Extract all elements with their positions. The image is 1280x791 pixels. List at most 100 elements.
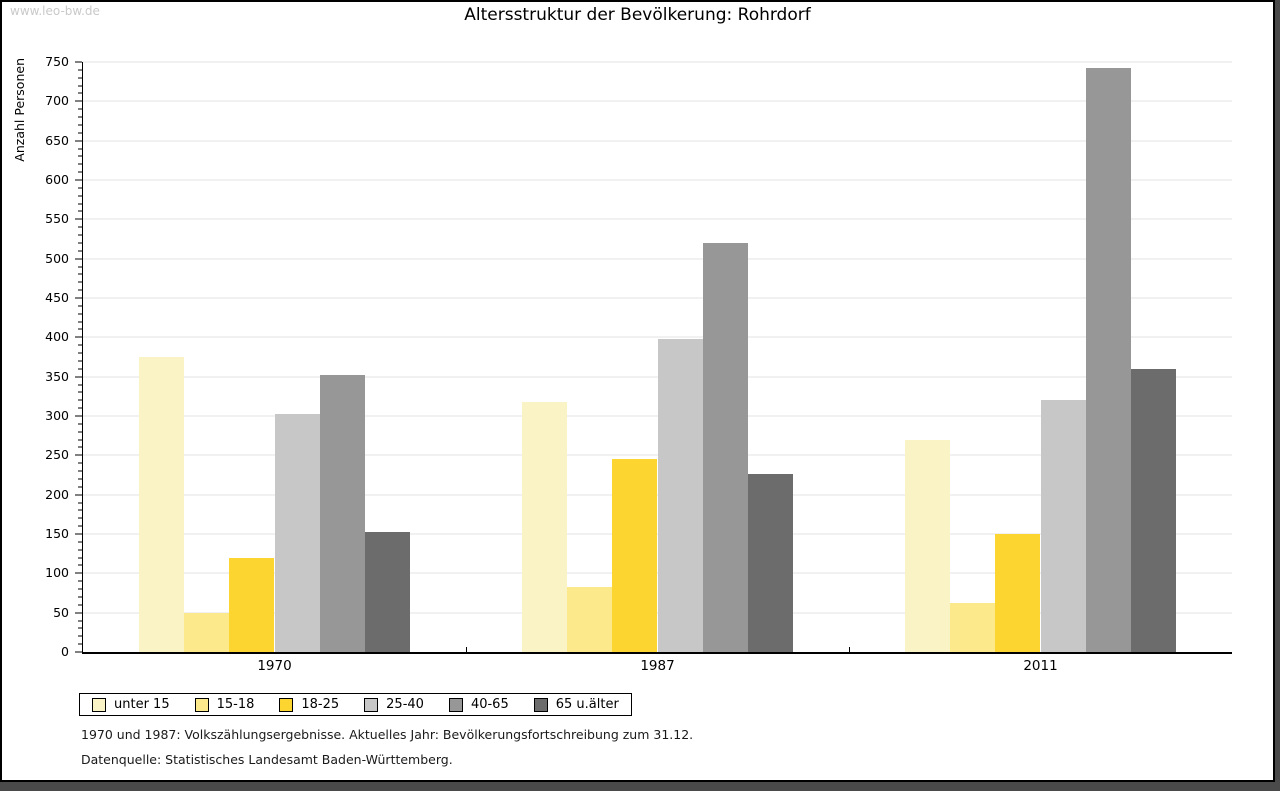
y-minor-tick xyxy=(78,557,82,559)
plot-area: 0 50 100 150 200 250 300 350 400 450 500 550 600 650 7… xyxy=(45,55,1232,674)
y-minor-tick xyxy=(78,148,82,150)
y-major-tick xyxy=(75,218,82,220)
y-minor-tick xyxy=(78,289,82,291)
y-minor-tick xyxy=(78,116,82,118)
y-minor-tick xyxy=(78,210,82,212)
y-tick-label-350: 350 xyxy=(45,368,69,384)
y-minor-tick xyxy=(78,462,82,464)
y-minor-tick xyxy=(78,407,82,409)
y-minor-tick xyxy=(78,446,82,448)
y-minor-tick xyxy=(78,399,82,401)
y-minor-tick xyxy=(78,360,82,362)
legend: unter 15 15-18 18-25 25-40 40-65 65 u.älter xyxy=(79,693,632,716)
y-minor-tick xyxy=(78,517,82,519)
bar-1970-25-40 xyxy=(274,414,320,652)
legend-item-unter-15: unter 15 xyxy=(92,697,170,712)
bar-2011-40-65 xyxy=(1085,68,1132,652)
y-minor-tick xyxy=(78,549,82,551)
category-label-2011: 2011 xyxy=(1023,658,1058,674)
bar-2011-65-u-älter xyxy=(1131,368,1177,652)
category-label-1970: 1970 xyxy=(257,658,292,674)
y-minor-tick xyxy=(78,273,82,275)
y-minor-tick xyxy=(78,439,82,441)
bar-2011-25-40 xyxy=(1040,400,1086,652)
legend-swatch-65-u-älter xyxy=(533,697,548,712)
y-tick-label-400: 400 xyxy=(45,329,69,345)
gridline-400 xyxy=(83,336,1232,338)
y-major-tick xyxy=(75,572,82,574)
y-minor-tick xyxy=(78,281,82,283)
y-minor-tick xyxy=(78,643,82,645)
y-major-tick xyxy=(75,651,82,653)
y-tick-label-750: 750 xyxy=(45,53,69,69)
y-axis-title: Anzahl Personen xyxy=(12,58,27,162)
bar-1987-unter-15 xyxy=(521,401,567,652)
legend-swatch-40-65 xyxy=(448,697,463,712)
gridline-550 xyxy=(83,218,1232,220)
legend-label-unter-15: unter 15 xyxy=(114,697,170,712)
legend-item-15-18: 15-18 xyxy=(194,697,255,712)
y-minor-tick xyxy=(78,92,82,94)
y-major-tick xyxy=(75,100,82,102)
y-major-tick xyxy=(75,533,82,535)
legend-swatch-25-40 xyxy=(364,697,379,712)
y-minor-tick xyxy=(78,509,82,511)
footnote-census: 1970 und 1987: Volkszählungsergebnisse. … xyxy=(81,727,694,742)
gridline-750 xyxy=(83,61,1232,63)
y-minor-tick xyxy=(78,478,82,480)
bar-1987-65-u-älter xyxy=(748,474,794,652)
y-minor-tick xyxy=(78,525,82,527)
y-tick-label-700: 700 xyxy=(45,93,69,109)
category-boundary-tick xyxy=(466,647,467,652)
bar-1987-25-40 xyxy=(657,338,703,652)
legend-label-40-65: 40-65 xyxy=(470,697,509,712)
y-minor-tick xyxy=(78,588,82,590)
legend-label-15-18: 15-18 xyxy=(216,697,255,712)
y-minor-tick xyxy=(78,266,82,268)
category-boundary-tick xyxy=(849,647,850,652)
legend-item-25-40: 25-40 xyxy=(364,697,424,712)
gridline-700 xyxy=(83,100,1232,102)
bar-1970-15-18 xyxy=(183,612,230,652)
y-minor-tick xyxy=(78,163,82,165)
y-major-tick xyxy=(75,179,82,181)
y-tick-label-200: 200 xyxy=(45,486,69,502)
y-major-tick xyxy=(75,61,82,63)
y-minor-tick xyxy=(78,368,82,370)
legend-item-18-25: 18-25 xyxy=(279,697,339,712)
y-minor-tick xyxy=(78,195,82,197)
bar-1970-65-u-älter xyxy=(365,531,411,652)
legend-label-65-u-älter: 65 u.älter xyxy=(555,697,619,712)
y-major-tick xyxy=(75,336,82,338)
y-major-tick xyxy=(75,454,82,456)
y-tick-label-500: 500 xyxy=(45,250,69,266)
y-minor-tick xyxy=(78,85,82,87)
y-tick-label-150: 150 xyxy=(45,525,69,541)
y-tick-label-450: 450 xyxy=(45,289,69,305)
bar-1970-40-65 xyxy=(319,375,366,652)
y-major-tick xyxy=(75,415,82,417)
y-tick-label-250: 250 xyxy=(45,447,69,463)
y-tick-label-100: 100 xyxy=(45,565,69,581)
bar-2011-unter-15 xyxy=(904,440,950,652)
y-minor-tick xyxy=(78,502,82,504)
y-tick-label-550: 550 xyxy=(45,211,69,227)
y-tick-label-0: 0 xyxy=(61,643,69,659)
y-minor-tick xyxy=(78,234,82,236)
bar-2011-15-18 xyxy=(949,603,996,652)
y-minor-tick xyxy=(78,203,82,205)
y-minor-tick xyxy=(78,344,82,346)
bar-1970-unter-15 xyxy=(138,357,184,652)
y-minor-tick xyxy=(78,132,82,134)
bar-1987-40-65 xyxy=(702,242,749,652)
y-major-tick xyxy=(75,297,82,299)
y-minor-tick xyxy=(78,328,82,330)
y-minor-tick xyxy=(78,486,82,488)
bar-1987-18-25 xyxy=(612,459,658,652)
y-minor-tick xyxy=(78,620,82,622)
footnote-source: Datenquelle: Statistisches Landesamt Bad… xyxy=(81,752,453,767)
y-minor-tick xyxy=(78,635,82,637)
y-minor-tick xyxy=(78,423,82,425)
chart-title: Altersstruktur der Bevölkerung: Rohrdorf xyxy=(464,5,811,25)
y-major-tick xyxy=(75,494,82,496)
